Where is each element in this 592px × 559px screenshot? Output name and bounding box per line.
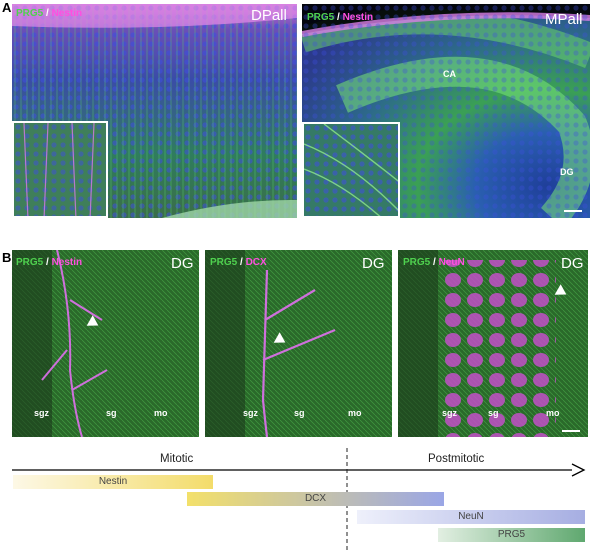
dpall-region-label: DPall (251, 7, 287, 24)
prg5-label: PRG5 (210, 257, 238, 268)
b2-zone-sg: sg (294, 408, 305, 418)
dg-label: DG (560, 167, 574, 177)
b2-zone-sgz: sgz (243, 408, 259, 418)
nestin-label: Nestin (342, 12, 374, 23)
dg-nestin-image (12, 250, 199, 437)
prg5-label: PRG5 (16, 8, 44, 19)
label-separator: / (43, 8, 52, 19)
label-separator: / (334, 12, 343, 23)
prg5-label: PRG5 (403, 257, 431, 268)
panel-b-letter: B (2, 250, 12, 265)
dpall-micrograph (12, 4, 297, 218)
mpall-region-label: MPall (545, 11, 583, 28)
neun-label: NeuN (438, 257, 465, 268)
scale-bar-a (564, 210, 582, 212)
b1-zone-sg: sg (106, 408, 117, 418)
dg-neun-image (398, 250, 588, 437)
dg-dcx-micrograph (205, 250, 392, 437)
neun-bar-label: NeuN (458, 511, 484, 522)
b3-zone-sg: sg (488, 408, 499, 418)
prg5-bar-label: PRG5 (497, 529, 526, 540)
label-separator: / (430, 257, 439, 268)
dpall-marker-label: PRG5 / Nestin (16, 8, 82, 19)
b2-zone-mo: mo (348, 408, 362, 418)
nestin-bar: Nestin (13, 475, 213, 489)
dpall-inset (12, 121, 108, 218)
mpall-inset (302, 122, 400, 218)
nestin-label: Nestin (51, 257, 83, 268)
prg5-label: PRG5 (307, 12, 335, 23)
prg5-label: PRG5 (16, 257, 44, 268)
b1-marker-label: PRG5 / Nestin (16, 257, 82, 268)
nestin-label: Nestin (51, 8, 83, 19)
label-separator: / (43, 257, 52, 268)
b1-zone-sgz: sgz (34, 408, 50, 418)
mpall-marker-label: PRG5 / Nestin (307, 12, 373, 23)
b2-marker-label: PRG5 / DCX (210, 257, 267, 268)
dcx-bar: DCX (187, 492, 444, 506)
label-separator: / (237, 257, 246, 268)
b1-zone-mo: mo (154, 408, 168, 418)
postmitotic-label: Postmitotic (428, 453, 485, 465)
prg5-bar: PRG5 (438, 528, 585, 542)
ca-label: CA (443, 69, 456, 79)
nestin-bar-label: Nestin (98, 476, 128, 487)
b3-zone-sgz: sgz (442, 408, 458, 418)
dcx-bar-label: DCX (304, 493, 327, 504)
dg-neun-micrograph (398, 250, 588, 437)
b1-region-label: DG (171, 255, 194, 272)
b3-zone-mo: mo (546, 408, 560, 418)
neun-bar: NeuN (357, 510, 585, 524)
mitotic-label: Mitotic (160, 453, 194, 465)
scale-bar-b (562, 430, 580, 432)
b3-region-label: DG (561, 255, 584, 272)
dcx-label: DCX (245, 257, 267, 268)
dg-nestin-micrograph (12, 250, 199, 437)
panel-a-letter: A (2, 0, 12, 15)
mpall-micrograph (302, 4, 590, 218)
b2-region-label: DG (362, 255, 385, 272)
b3-marker-label: PRG5 / NeuN (403, 257, 465, 268)
dg-dcx-image (205, 250, 392, 437)
